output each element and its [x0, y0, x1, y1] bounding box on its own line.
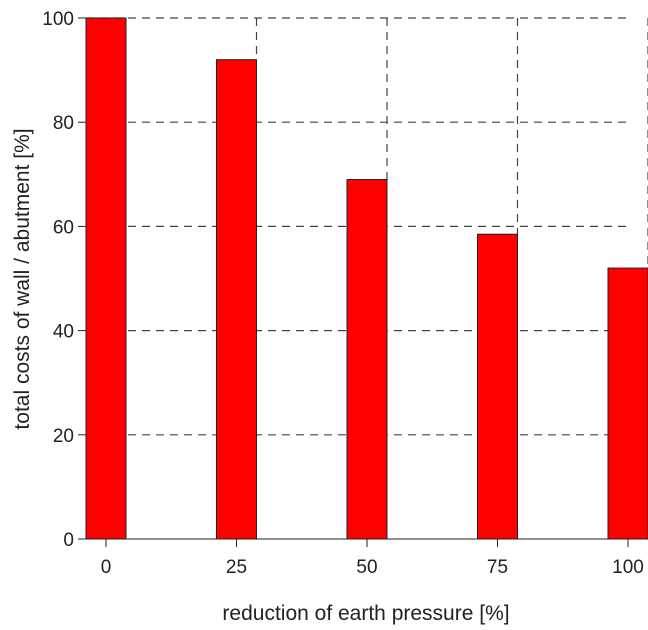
- bar: [346, 179, 388, 540]
- x-tick-label: 50: [356, 557, 377, 578]
- y-tick-label: 60: [53, 217, 74, 238]
- x-tick-label: 100: [612, 557, 644, 578]
- y-tick-label: 100: [42, 9, 74, 30]
- y-tick-label: 0: [63, 530, 74, 551]
- y-tick-label: 20: [53, 426, 74, 447]
- bars: [85, 17, 648, 540]
- y-tick-label: 40: [53, 322, 74, 343]
- bar: [216, 59, 257, 540]
- axes: 0 20 40 60 80 100 0 25 50 75 100: [42, 9, 647, 578]
- y-axis-label: total costs of wall / abutment [%]: [11, 128, 34, 429]
- y-tick-label: 80: [53, 113, 74, 134]
- bar: [607, 267, 648, 540]
- x-axis-label: reduction of earth pressure [%]: [222, 602, 509, 625]
- x-tick-label: 0: [101, 557, 112, 578]
- bar: [85, 17, 127, 540]
- x-tick-label: 25: [226, 557, 247, 578]
- bar: [477, 233, 518, 540]
- x-tick-label: 75: [487, 557, 508, 578]
